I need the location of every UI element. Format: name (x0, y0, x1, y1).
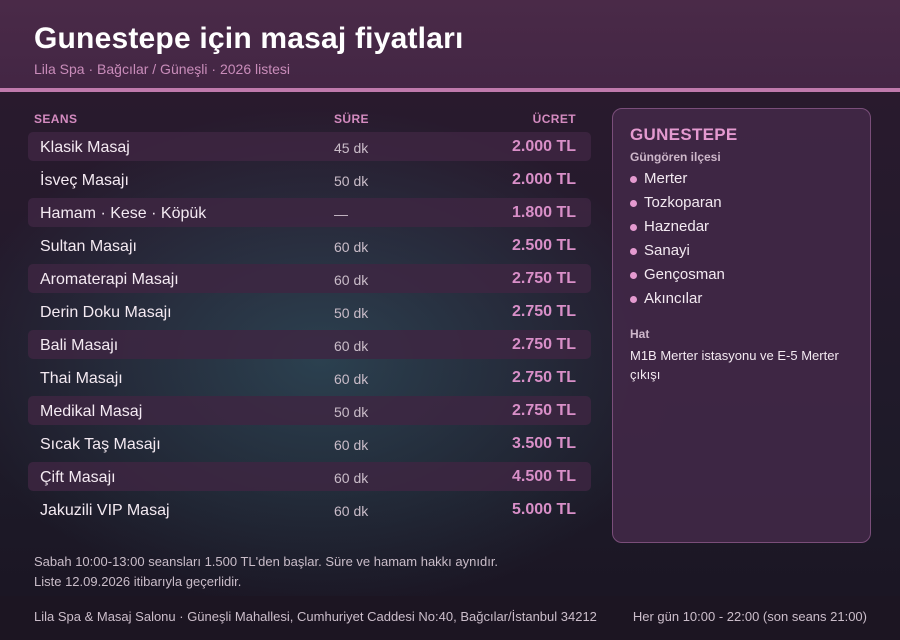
session-name: Thai Masajı (40, 370, 123, 387)
session-price: 2.500 TL (511, 237, 576, 254)
session-name: Aromaterapi Masajı (40, 271, 179, 288)
area-name: Sanayi (644, 242, 690, 259)
table-row: Sıcak Taş Masajı 60 dk 3.500 TL (28, 429, 591, 458)
session-price: 2.000 TL (511, 171, 576, 188)
session-duration: 60 dk (334, 470, 369, 486)
area-name: Akıncılar (644, 290, 703, 307)
session-price: 2.000 TL (511, 138, 576, 155)
list-item: Sanayi (630, 242, 725, 266)
note-line: Sabah 10:00-13:00 seansları 1.500 TL'den… (34, 554, 499, 569)
session-price: 2.750 TL (511, 303, 576, 320)
area-list: Merter Tozkoparan Haznedar Sanayi Genços… (630, 170, 725, 314)
footer: Lila Spa & Masaj Salonu · Güneşli Mahall… (0, 596, 900, 640)
column-header-price: ÜCRET (532, 112, 576, 126)
list-item: Tozkoparan (630, 194, 725, 218)
price-notes: Sabah 10:00-13:00 seansları 1.500 TL'den… (34, 552, 498, 592)
table-row: Sultan Masajı 60 dk 2.500 TL (28, 231, 591, 260)
session-duration: 60 dk (334, 338, 369, 354)
table-row: Derin Doku Masajı 50 dk 2.750 TL (28, 297, 591, 326)
table-body: Klasik Masaj 45 dk 2.000 TL İsveç Masajı… (28, 132, 591, 524)
column-header-session: SEANS (34, 112, 78, 126)
footer-address: Lila Spa & Masaj Salonu · Güneşli Mahall… (34, 609, 597, 624)
area-name: Haznedar (644, 218, 710, 235)
district-title: GUNESTEPE (630, 125, 738, 144)
bullet-dot-icon (630, 296, 637, 303)
transit-text: M1B Merter istasyonu ve E-5 Merter çıkış… (630, 348, 839, 382)
session-price: 2.750 TL (511, 336, 576, 353)
area-name: Tozkoparan (644, 194, 722, 211)
table-row: Hamam · Kese · Köpük — 1.800 TL (28, 198, 591, 227)
area-name: Merter (644, 170, 688, 187)
session-price: 4.500 TL (511, 468, 576, 485)
session-price: 2.750 TL (511, 402, 576, 419)
note-line: Liste 12.09.2026 itibarıyla geçerlidir. (34, 574, 242, 589)
session-duration: 60 dk (334, 272, 369, 288)
table-row: Bali Masajı 60 dk 2.750 TL (28, 330, 591, 359)
list-item: Gençosman (630, 266, 725, 290)
session-duration: 50 dk (334, 404, 369, 420)
table-row: Klasik Masaj 45 dk 2.000 TL (28, 132, 591, 161)
session-name: Medikal Masaj (40, 403, 143, 420)
footer-hours: Her gün 10:00 - 22:00 (son seans 21:00) (632, 609, 867, 624)
district-panel: GUNESTEPE Güngören ilçesi Merter Tozkopa… (612, 108, 871, 543)
column-header-duration: SÜRE (334, 112, 369, 126)
session-duration: — (334, 206, 348, 222)
session-name: Sultan Masajı (40, 238, 137, 255)
table-row: Jakuzili VIP Masaj 60 dk 5.000 TL (28, 495, 591, 524)
session-price: 3.500 TL (511, 435, 576, 452)
table-header: SEANS SÜRE ÜCRET (28, 108, 591, 130)
session-name: Sıcak Taş Masajı (40, 436, 161, 453)
session-name: Jakuzili VIP Masaj (40, 502, 170, 519)
table-row: Thai Masajı 60 dk 2.750 TL (28, 363, 591, 392)
table-row: İsveç Masajı 50 dk 2.000 TL (28, 165, 591, 194)
session-name: Hamam · Kese · Köpük (40, 205, 207, 222)
session-duration: 60 dk (334, 503, 369, 519)
session-name: İsveç Masajı (40, 172, 129, 189)
list-item: Akıncılar (630, 290, 725, 314)
bullet-dot-icon (630, 176, 637, 183)
list-item: Merter (630, 170, 725, 194)
session-name: Çift Masajı (40, 469, 116, 486)
table-row: Medikal Masaj 50 dk 2.750 TL (28, 396, 591, 425)
session-name: Bali Masajı (40, 337, 119, 354)
session-duration: 45 dk (334, 140, 369, 156)
area-name: Gençosman (644, 266, 725, 283)
transit-label: Hat (630, 327, 650, 341)
bullet-dot-icon (630, 248, 637, 255)
session-price: 2.750 TL (511, 270, 576, 287)
session-name: Klasik Masaj (40, 139, 130, 156)
session-price: 2.750 TL (511, 369, 576, 386)
page-header: Gunestepe için masaj fiyatları Lila Spa … (0, 0, 900, 92)
table-row: Çift Masajı 60 dk 4.500 TL (28, 462, 591, 491)
bullet-dot-icon (630, 200, 637, 207)
session-price: 5.000 TL (511, 501, 576, 518)
bullet-dot-icon (630, 224, 637, 231)
page-subtitle: Lila Spa · Bağcılar / Güneşli · 2026 lis… (34, 61, 291, 77)
session-name: Derin Doku Masajı (40, 304, 172, 321)
session-duration: 60 dk (334, 239, 369, 255)
table-row: Aromaterapi Masajı 60 dk 2.750 TL (28, 264, 591, 293)
page-title: Gunestepe için masaj fiyatları (34, 22, 464, 55)
session-duration: 50 dk (334, 173, 369, 189)
session-duration: 60 dk (334, 437, 369, 453)
price-table: SEANS SÜRE ÜCRET Klasik Masaj 45 dk 2.00… (28, 108, 591, 528)
session-price: 1.800 TL (511, 204, 576, 221)
session-duration: 60 dk (334, 371, 369, 387)
district-subtitle: Güngören ilçesi (630, 150, 721, 164)
session-duration: 50 dk (334, 305, 369, 321)
bullet-dot-icon (630, 272, 637, 279)
list-item: Haznedar (630, 218, 725, 242)
